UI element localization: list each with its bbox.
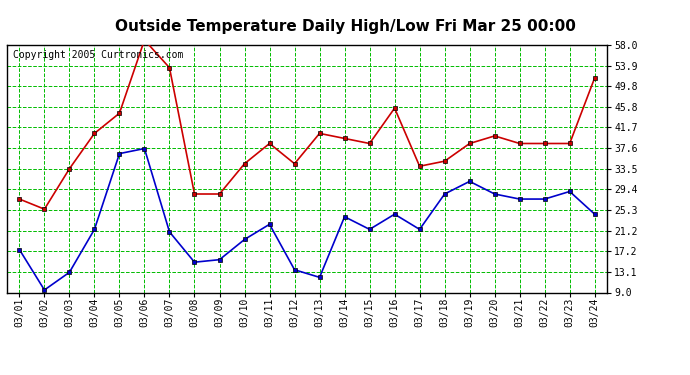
- Text: Outside Temperature Daily High/Low Fri Mar 25 00:00: Outside Temperature Daily High/Low Fri M…: [115, 19, 575, 34]
- Text: Copyright 2005 Curtronics.com: Copyright 2005 Curtronics.com: [13, 50, 184, 60]
